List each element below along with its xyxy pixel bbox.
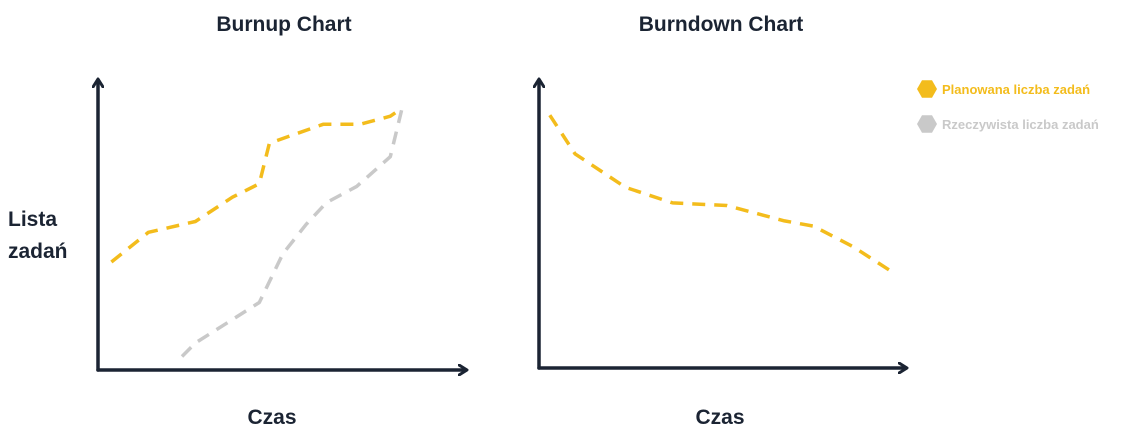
legend: Planowana liczba zadań Rzeczywista liczb… — [917, 80, 1099, 133]
burndown-plot-area — [548, 114, 891, 272]
burndown-series-planned-line — [548, 114, 891, 272]
burnup-series-actual-line — [180, 107, 404, 358]
burnup-series-planned-line — [110, 106, 404, 264]
burnup-ylabel-line-2: zadań — [8, 240, 68, 263]
burnup-plot-area — [110, 106, 404, 358]
burnup-title: Burnup Chart — [216, 13, 351, 36]
burndown-xlabel: Czas — [695, 406, 744, 428]
burnup-xlabel: Czas — [247, 406, 296, 428]
burnup-ylabel-line-1: Lista — [8, 208, 57, 231]
legend-label-actual: Rzeczywista liczba zadań — [942, 117, 1099, 132]
burndown-chart: Burndown Chart Czas — [539, 13, 906, 428]
legend-label-planned: Planowana liczba zadań — [942, 82, 1090, 97]
hexagon-icon — [917, 115, 937, 133]
burndown-title: Burndown Chart — [639, 13, 803, 36]
burnup-chart: Burnup Chart Lista zadań Czas — [8, 13, 466, 428]
legend-item-planned: Planowana liczba zadań — [917, 80, 1090, 98]
hexagon-icon — [917, 80, 937, 98]
legend-item-actual: Rzeczywista liczba zadań — [917, 115, 1099, 133]
